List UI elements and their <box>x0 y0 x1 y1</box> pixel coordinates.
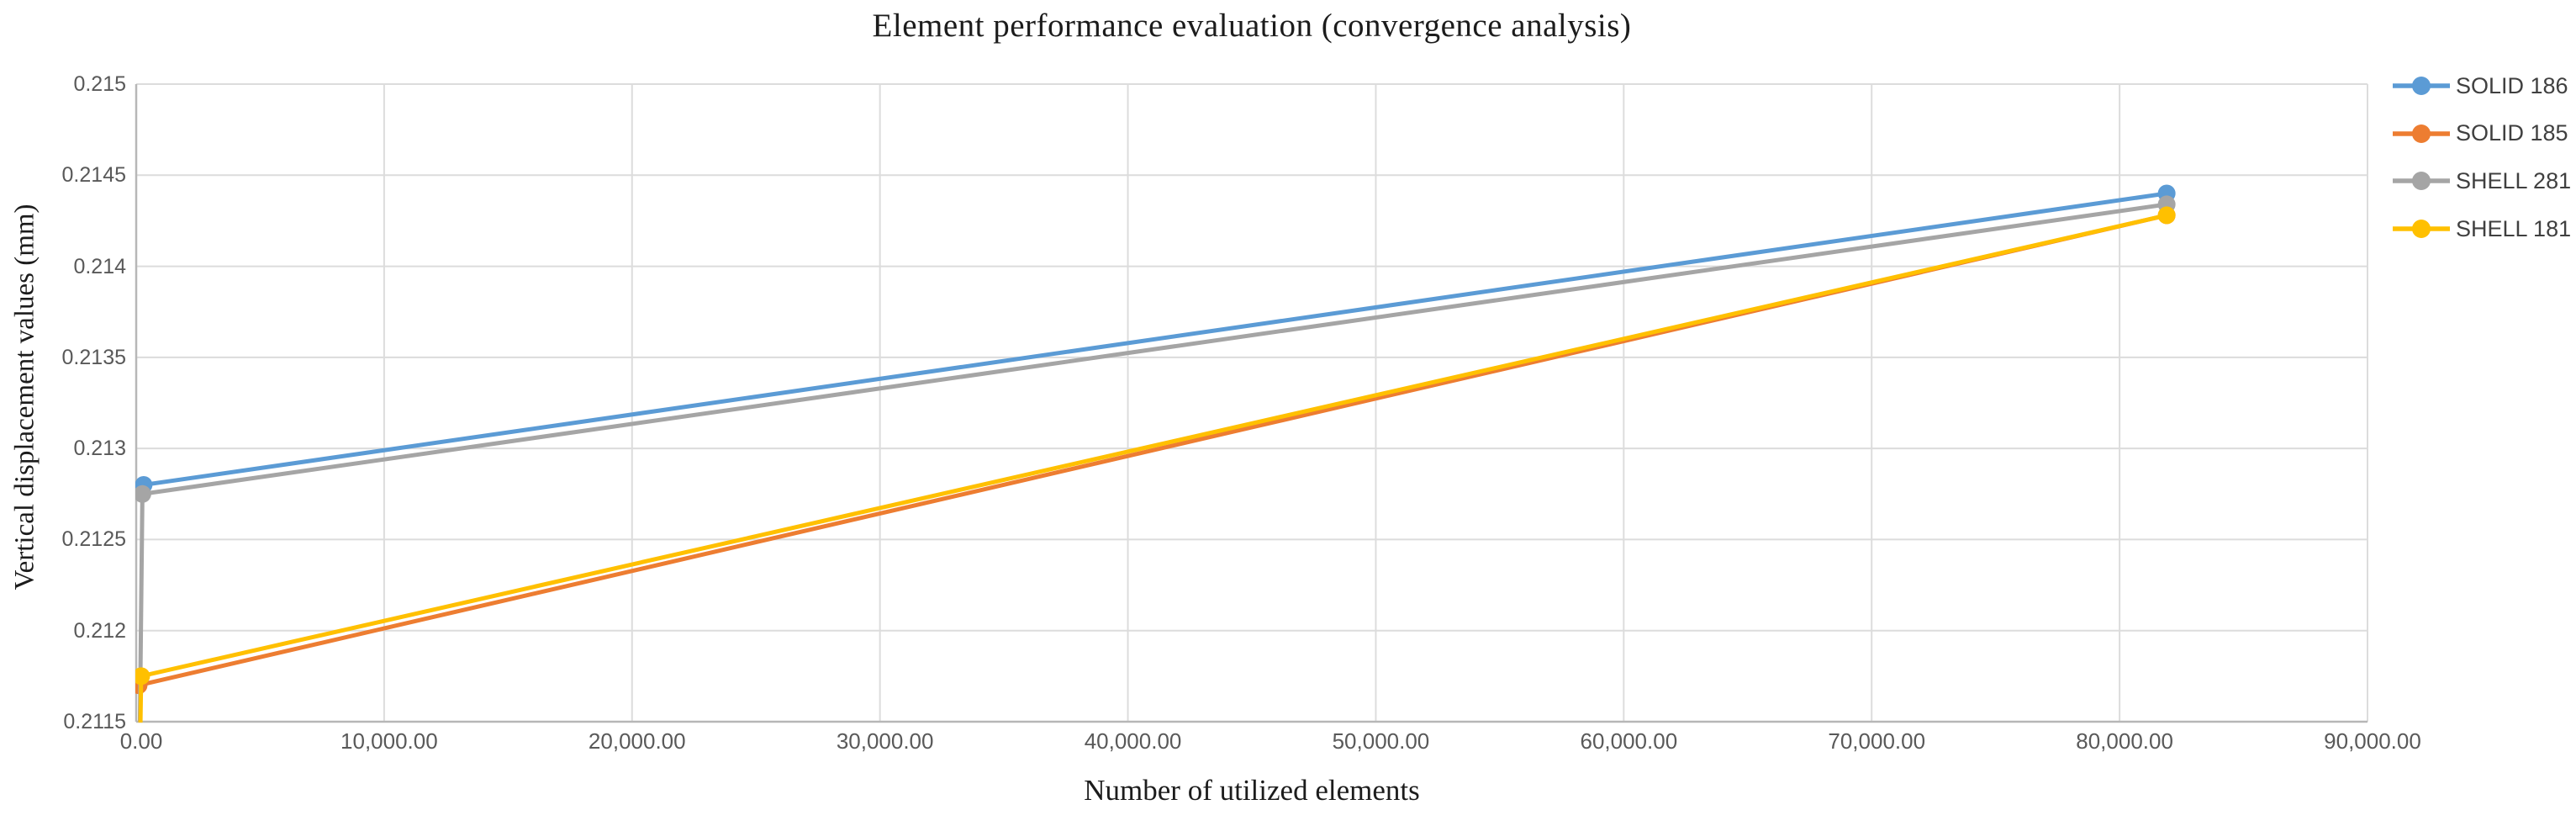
x-tick-label: 50,000.00 <box>1332 728 1430 754</box>
legend-label: SHELL 281 <box>2456 167 2572 193</box>
y-tick-label: 0.2145 <box>61 163 126 188</box>
x-axis-title: Number of utilized elements <box>1084 774 1420 807</box>
x-tick-label: 40,000.00 <box>1084 728 1182 754</box>
data-point-marker-shell-181 <box>2157 206 2176 225</box>
x-tick-label: 80,000.00 <box>2076 728 2173 754</box>
x-tick-label: 60,000.00 <box>1580 728 1678 754</box>
data-point-marker-shell-281 <box>135 484 151 503</box>
series-line-shell-181 <box>138 213 2167 723</box>
legend-label: SOLID 186 <box>2456 72 2568 98</box>
x-tick-label: 20,000.00 <box>588 728 686 754</box>
y-tick-label: 0.214 <box>73 254 126 278</box>
legend-item-shell-181: SHELL 181 <box>2391 214 2571 244</box>
x-tick-label: 30,000.00 <box>836 728 934 754</box>
y-tick-label: 0.212 <box>73 618 126 643</box>
legend-marker-icon <box>2393 124 2450 143</box>
series-line-solid-186 <box>143 191 2167 487</box>
legend-marker-icon <box>2393 220 2450 239</box>
data-point-marker-shell-181 <box>135 667 150 686</box>
series-line-shell-281 <box>137 202 2167 723</box>
y-tick-label: 0.2125 <box>61 527 126 552</box>
legend-item-shell-281: SHELL 281 <box>2391 166 2571 196</box>
y-tick-label: 0.2115 <box>63 710 126 733</box>
x-tick-label: 90,000.00 <box>2324 728 2421 754</box>
legend-label: SOLID 185 <box>2456 120 2568 146</box>
x-tick-label: 0.00 <box>119 728 163 754</box>
chart-title: Element performance evaluation (converge… <box>872 8 1632 44</box>
legend-item-solid-186: SOLID 186 <box>2391 71 2568 101</box>
y-tick-label: 0.213 <box>73 437 126 461</box>
legend-item-solid-185: SOLID 185 <box>2391 119 2568 149</box>
x-tick-label: 70,000.00 <box>1828 728 1926 754</box>
legend-marker-icon <box>2393 172 2450 191</box>
legend-marker-icon <box>2393 77 2450 95</box>
y-tick-label: 0.215 <box>73 72 126 96</box>
y-tick-label: 0.2135 <box>61 345 126 369</box>
x-tick-label: 10,000.00 <box>340 728 438 754</box>
legend-label: SHELL 181 <box>2456 215 2572 241</box>
